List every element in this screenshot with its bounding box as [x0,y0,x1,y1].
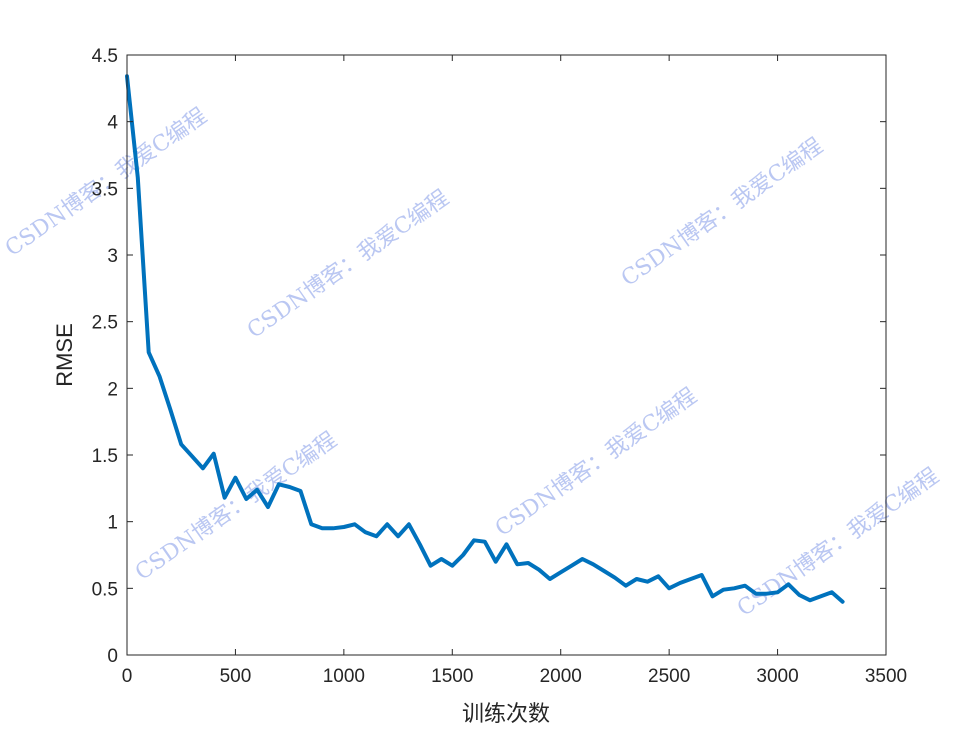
x-tick-label: 2000 [540,666,582,687]
y-tick-label: 4 [107,113,118,134]
axes-frame [126,54,887,656]
y-tick-label: 3.5 [92,179,118,200]
x-tick-label: 0 [122,666,133,687]
x-tick-label: 2500 [648,666,690,687]
x-tick-label: 1000 [323,666,365,687]
y-axis-title: RMSE [52,323,77,387]
y-tick-label: 0.5 [92,579,118,600]
x-tick-label: 500 [220,666,252,687]
y-tick-label: 4.5 [92,46,118,67]
x-tick-label: 3000 [756,666,798,687]
series-line [125,74,845,604]
x-axis-title: 训练次数 [462,701,550,726]
x-tick-label: 1500 [431,666,473,687]
y-tick-label: 2.5 [92,313,118,334]
y-tick-label: 0 [107,646,118,667]
y-tick-label: 1 [107,513,118,534]
x-tick-label: 3500 [865,666,907,687]
y-tick-label: 2 [107,379,118,400]
plot-background [127,55,886,655]
y-tick-label: 3 [107,246,118,267]
y-tick-label: 1.5 [92,446,118,467]
ticks-layer: 0 500 1000 1500 2000 2500 3000 3500 0 0.5 1 1.5 2 2.5… [92,46,908,687]
series-layer [125,74,845,604]
